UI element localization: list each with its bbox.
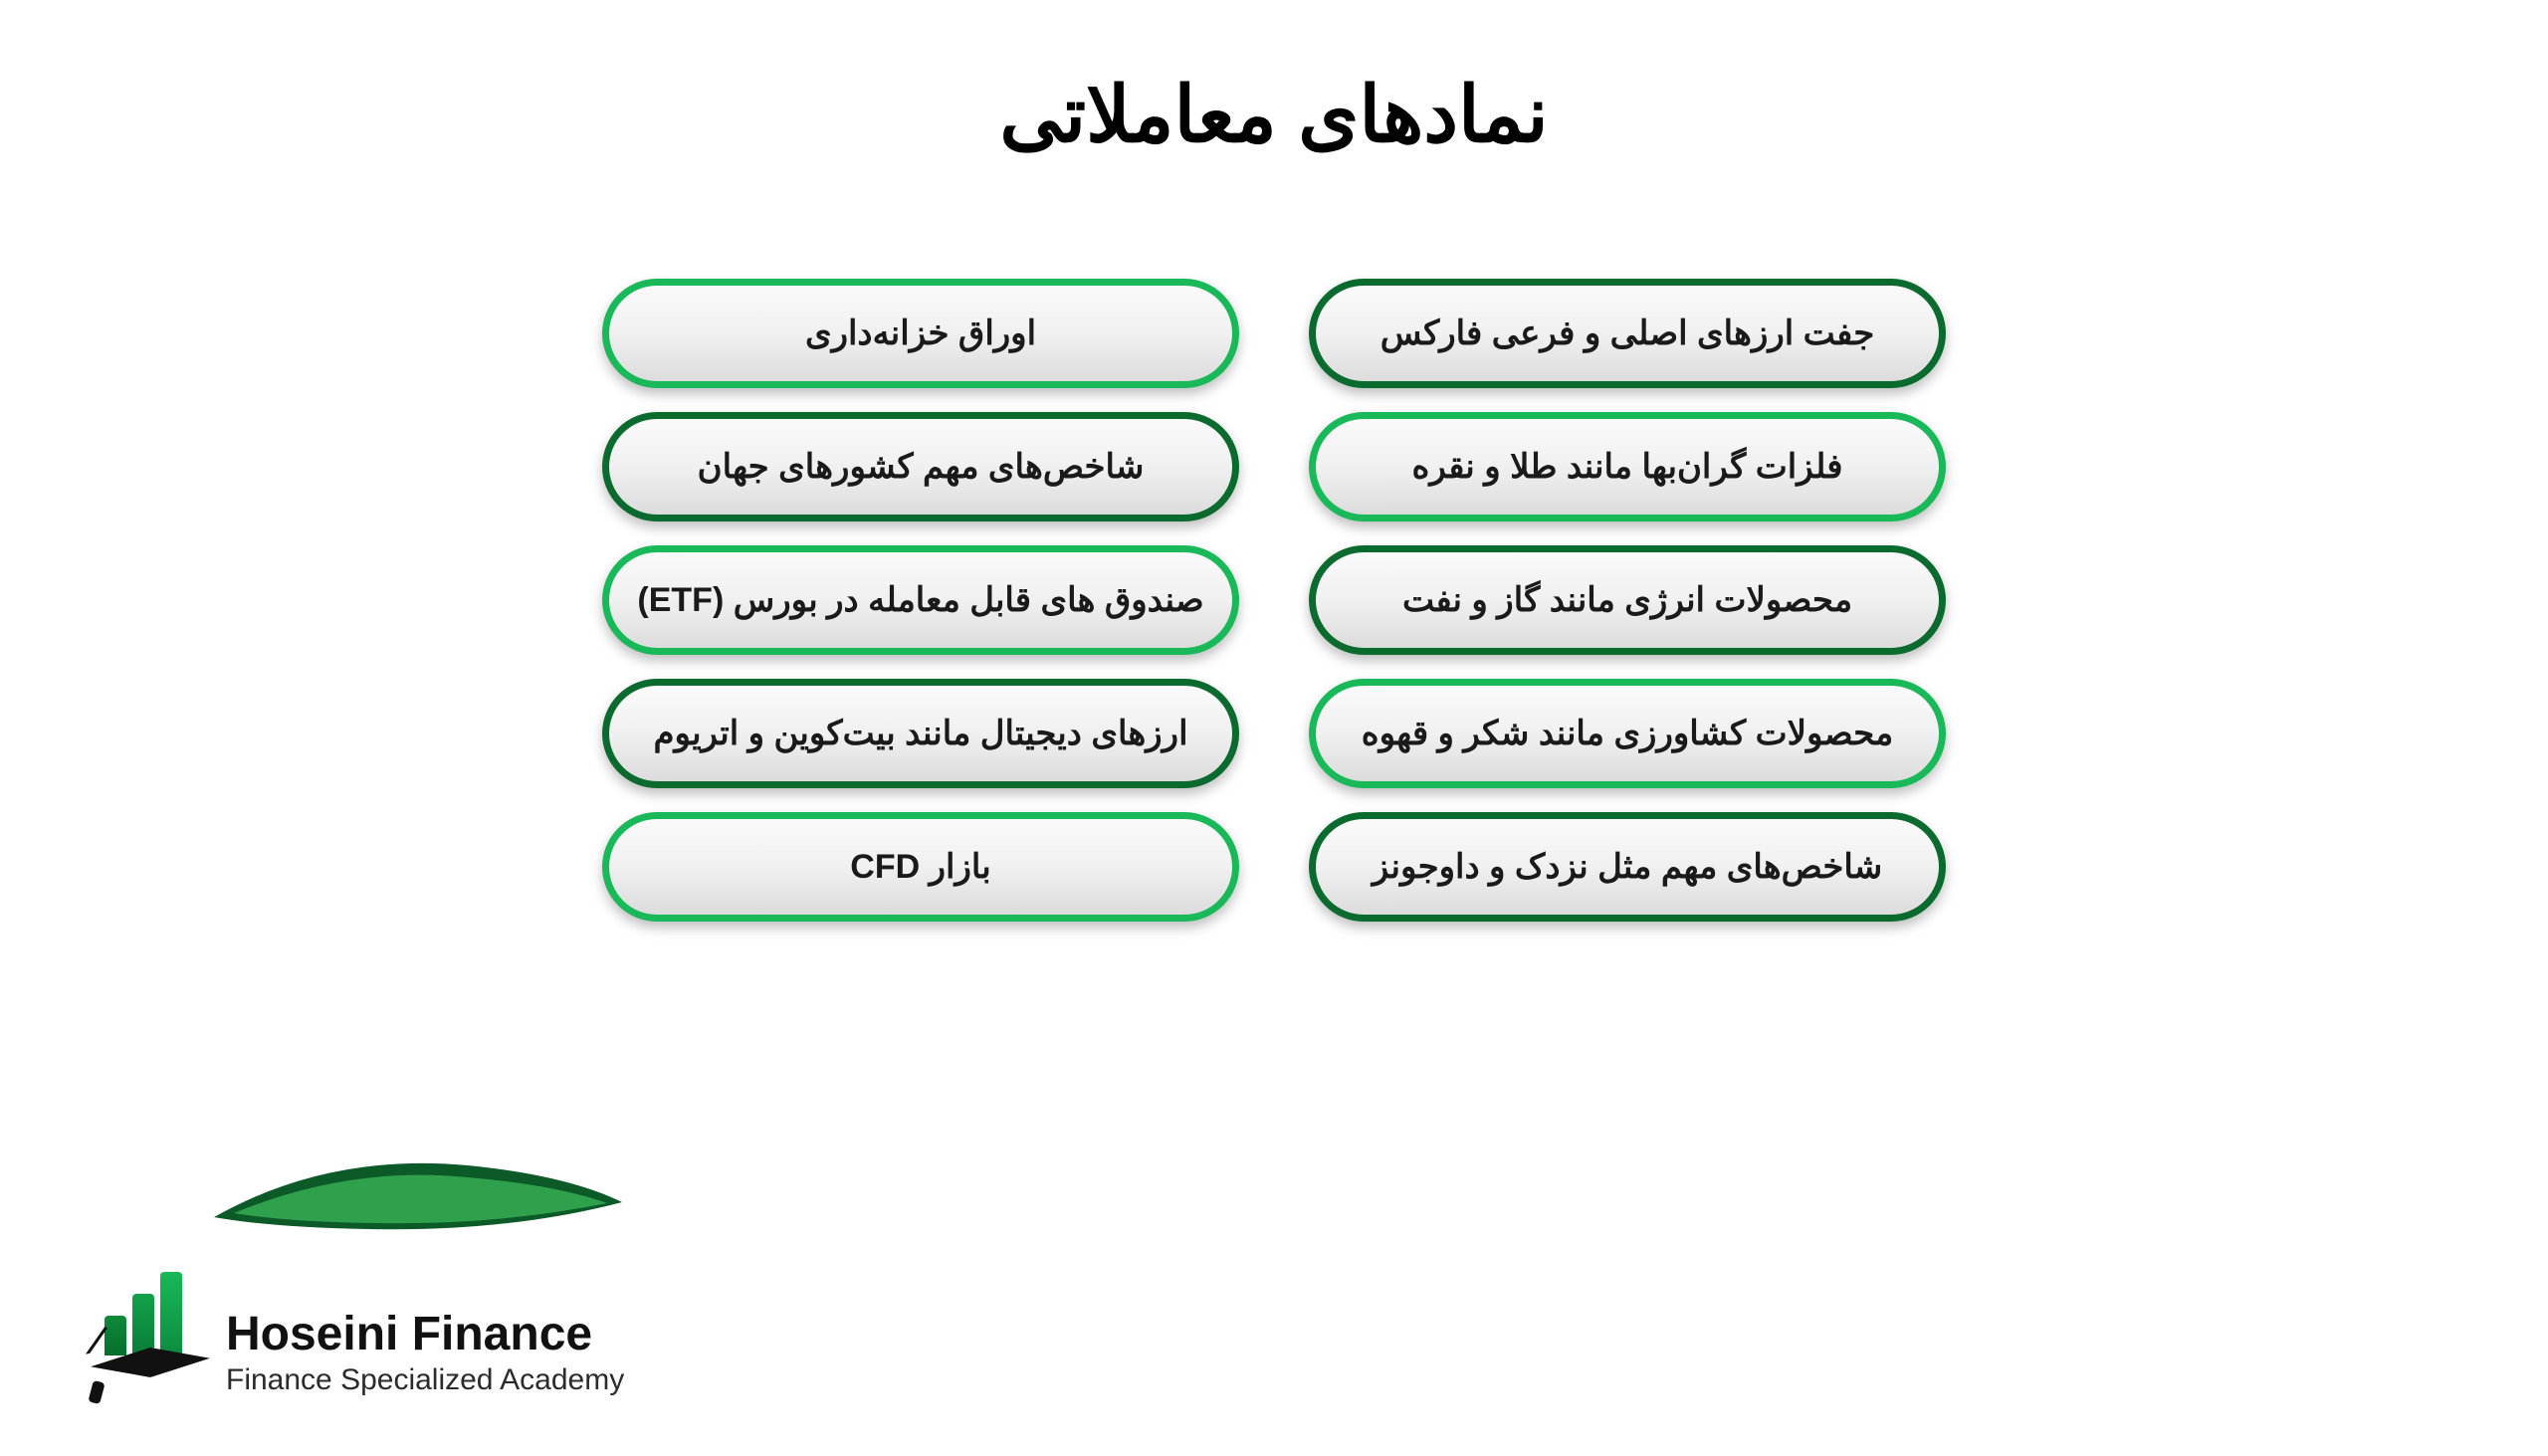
logo-subtitle: Finance Specialized Academy: [226, 1363, 624, 1397]
logo: Hoseini Finance Finance Specialized Acad…: [95, 1262, 624, 1401]
pill-agriculture: محصولات کشاورزی مانند شکر و قهوه: [1309, 679, 1946, 788]
page-title: نمادهای معاملاتی: [0, 70, 2548, 160]
pill-etf: صندوق های قابل معامله در بورس (ETF): [602, 545, 1239, 655]
pill-energy: محصولات انرژی مانند گاز و نفت: [1309, 545, 1946, 655]
logo-text: Hoseini Finance Finance Specialized Acad…: [226, 1310, 624, 1401]
logo-mark-icon: [95, 1262, 214, 1401]
logo-bar-icon: [132, 1294, 154, 1355]
pill-row: محصولات انرژی مانند گاز و نفت صندوق های …: [567, 545, 1981, 655]
pill-world-indices: شاخص‌های مهم کشورهای جهان: [602, 412, 1239, 521]
pill-cfd: بازار CFD: [602, 812, 1239, 922]
pills-grid: جفت ارزهای اصلی و فرعی فارکس اوراق خزانه…: [0, 279, 2548, 945]
leaf-decoration-icon: [209, 1147, 627, 1237]
logo-title: Hoseini Finance: [226, 1310, 624, 1359]
pill-row: جفت ارزهای اصلی و فرعی فارکس اوراق خزانه…: [567, 279, 1981, 388]
pill-forex-pairs: جفت ارزهای اصلی و فرعی فارکس: [1309, 279, 1946, 388]
tassel-icon: [88, 1380, 105, 1404]
pill-crypto: ارزهای دیجیتال مانند بیت‌کوین و اتریوم: [602, 679, 1239, 788]
pill-precious-metals: فلزات گران‌بها مانند طلا و نقره: [1309, 412, 1946, 521]
pill-treasury-bonds: اوراق خزانه‌داری: [602, 279, 1239, 388]
pill-row: فلزات گران‌بها مانند طلا و نقره شاخص‌های…: [567, 412, 1981, 521]
pill-row: شاخص‌های مهم مثل نزدک و داوجونز بازار CF…: [567, 812, 1981, 922]
pill-major-indices: شاخص‌های مهم مثل نزدک و داوجونز: [1309, 812, 1946, 922]
logo-bar-icon: [160, 1272, 182, 1355]
pill-row: محصولات کشاورزی مانند شکر و قهوه ارزهای …: [567, 679, 1981, 788]
